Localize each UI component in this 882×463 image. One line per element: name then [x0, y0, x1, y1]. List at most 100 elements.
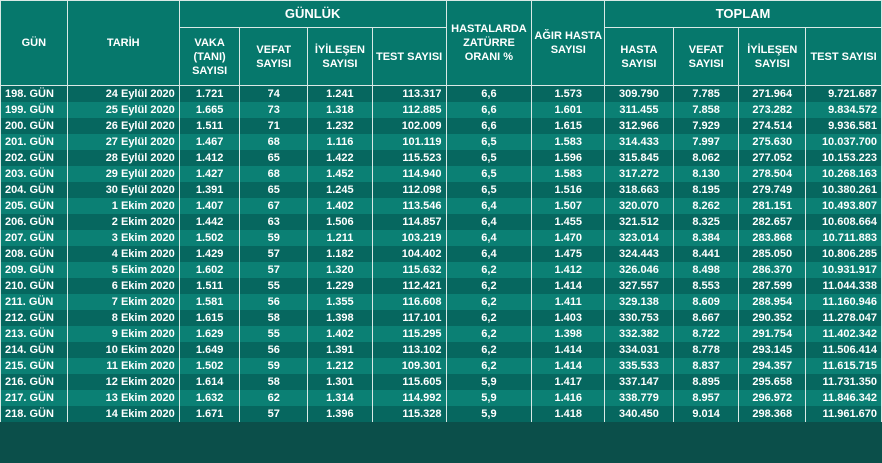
cell-vefat: 56	[239, 342, 309, 358]
cell-vaka: 1.442	[178, 214, 241, 230]
header-zaturre: HASTALARDA ZATÜRRE ORANI %	[445, 0, 533, 86]
cell-vaka: 1.429	[178, 246, 241, 262]
cell-toplam-vefat: 8.895	[672, 374, 740, 390]
table-row: 206. GÜN 2 Ekim 2020 1.442 63 1.506 114.857 6,…	[0, 214, 882, 230]
table-row: 214. GÜN 10 Ekim 2020 1.649 56 1.391 113.102 6…	[0, 342, 882, 358]
cell-toplam-test: 9.936.581	[805, 118, 882, 134]
table-row: 199. GÜN 25 Eylül 2020 1.665 73 1.318 112.885…	[0, 102, 882, 118]
cell-toplam-iyilesen: 296.972	[738, 390, 807, 406]
cell-vaka: 1.602	[178, 262, 241, 278]
cell-zaturre: 6,2	[445, 326, 533, 342]
cell-toplam-iyilesen: 285.050	[738, 246, 807, 262]
cell-toplam-test: 10.268.163	[805, 166, 882, 182]
cell-toplam-test: 11.731.350	[805, 374, 882, 390]
cell-agir-hasta: 1.516	[531, 182, 606, 198]
cell-toplam-vefat: 8.195	[672, 182, 740, 198]
cell-test: 109.301	[371, 358, 447, 374]
header-toplam-iyilesen: İYİLEŞEN SAYISI	[738, 27, 807, 86]
cell-zaturre: 5,9	[445, 374, 533, 390]
cell-gun: 202. GÜN	[0, 150, 68, 166]
table-row: 212. GÜN 8 Ekim 2020 1.615 58 1.398 117.101 6,…	[0, 310, 882, 326]
cell-toplam-hasta: 335.533	[604, 358, 674, 374]
cell-toplam-test: 11.402.342	[805, 326, 882, 342]
cell-iyilesen: 1.355	[307, 294, 373, 310]
cell-iyilesen: 1.506	[307, 214, 373, 230]
cell-agir-hasta: 1.601	[531, 102, 606, 118]
cell-gun: 211. GÜN	[0, 294, 68, 310]
cell-test: 115.632	[371, 262, 447, 278]
cell-iyilesen: 1.245	[307, 182, 373, 198]
cell-agir-hasta: 1.414	[531, 342, 606, 358]
cell-test: 113.102	[371, 342, 447, 358]
cell-agir-hasta: 1.596	[531, 150, 606, 166]
cell-zaturre: 6,5	[445, 182, 533, 198]
cell-vaka: 1.407	[178, 198, 241, 214]
cell-vaka: 1.581	[178, 294, 241, 310]
cell-toplam-hasta: 320.070	[604, 198, 674, 214]
header-toplam: TOPLAM	[604, 0, 882, 28]
cell-toplam-test: 9.834.572	[805, 102, 882, 118]
cell-toplam-hasta: 312.966	[604, 118, 674, 134]
cell-zaturre: 6,4	[445, 214, 533, 230]
cell-toplam-iyilesen: 279.749	[738, 182, 807, 198]
cell-toplam-vefat: 7.858	[672, 102, 740, 118]
cell-vaka: 1.511	[178, 118, 241, 134]
cell-test: 117.101	[371, 310, 447, 326]
cell-agir-hasta: 1.583	[531, 166, 606, 182]
cell-tarih: 9 Ekim 2020	[66, 326, 180, 342]
cell-toplam-hasta: 332.382	[604, 326, 674, 342]
cell-toplam-hasta: 337.147	[604, 374, 674, 390]
cell-iyilesen: 1.402	[307, 326, 373, 342]
cell-iyilesen: 1.232	[307, 118, 373, 134]
cell-tarih: 8 Ekim 2020	[66, 310, 180, 326]
cell-gun: 210. GÜN	[0, 278, 68, 294]
table-row: 207. GÜN 3 Ekim 2020 1.502 59 1.211 103.219 6,…	[0, 230, 882, 246]
cell-toplam-iyilesen: 288.954	[738, 294, 807, 310]
cell-vaka: 1.665	[178, 102, 241, 118]
header-gunluk: GÜNLÜK	[178, 0, 447, 28]
cell-toplam-iyilesen: 275.630	[738, 134, 807, 150]
cell-toplam-iyilesen: 286.370	[738, 262, 807, 278]
cell-toplam-iyilesen: 298.368	[738, 406, 807, 422]
cell-toplam-hasta: 311.455	[604, 102, 674, 118]
cell-toplam-iyilesen: 281.151	[738, 198, 807, 214]
table-row: 205. GÜN 1 Ekim 2020 1.407 67 1.402 113.546 6,…	[0, 198, 882, 214]
table-row: 209. GÜN 5 Ekim 2020 1.602 57 1.320 115.632 6,…	[0, 262, 882, 278]
cell-gun: 207. GÜN	[0, 230, 68, 246]
cell-iyilesen: 1.116	[307, 134, 373, 150]
table-row: 211. GÜN 7 Ekim 2020 1.581 56 1.355 116.608 6,…	[0, 294, 882, 310]
cell-test: 112.885	[371, 102, 447, 118]
cell-vefat: 73	[239, 102, 309, 118]
cell-toplam-vefat: 8.325	[672, 214, 740, 230]
cell-toplam-test: 10.153.223	[805, 150, 882, 166]
cell-toplam-vefat: 8.722	[672, 326, 740, 342]
cell-vaka: 1.502	[178, 230, 241, 246]
cell-tarih: 3 Ekim 2020	[66, 230, 180, 246]
cell-toplam-hasta: 334.031	[604, 342, 674, 358]
cell-toplam-hasta: 326.046	[604, 262, 674, 278]
cell-toplam-vefat: 8.837	[672, 358, 740, 374]
cell-gun: 215. GÜN	[0, 358, 68, 374]
cell-toplam-test: 11.506.414	[805, 342, 882, 358]
cell-iyilesen: 1.391	[307, 342, 373, 358]
cell-toplam-hasta: 315.845	[604, 150, 674, 166]
cell-vefat: 57	[239, 406, 309, 422]
cell-toplam-vefat: 8.262	[672, 198, 740, 214]
cell-vefat: 71	[239, 118, 309, 134]
cell-toplam-iyilesen: 273.282	[738, 102, 807, 118]
cell-toplam-vefat: 8.553	[672, 278, 740, 294]
cell-toplam-hasta: 338.779	[604, 390, 674, 406]
cell-toplam-hasta: 318.663	[604, 182, 674, 198]
cell-test: 101.119	[371, 134, 447, 150]
header-agir-hasta: AĞIR HASTA SAYISI	[531, 0, 606, 86]
cell-vaka: 1.614	[178, 374, 241, 390]
cell-test: 116.608	[371, 294, 447, 310]
cell-zaturre: 5,9	[445, 390, 533, 406]
cell-gun: 198. GÜN	[0, 85, 68, 102]
cell-tarih: 14 Ekim 2020	[66, 406, 180, 422]
cell-vaka: 1.649	[178, 342, 241, 358]
header-vaka: VAKA (TANI) SAYISI	[178, 27, 241, 86]
cell-toplam-iyilesen: 291.754	[738, 326, 807, 342]
cell-toplam-vefat: 8.384	[672, 230, 740, 246]
cell-iyilesen: 1.182	[307, 246, 373, 262]
